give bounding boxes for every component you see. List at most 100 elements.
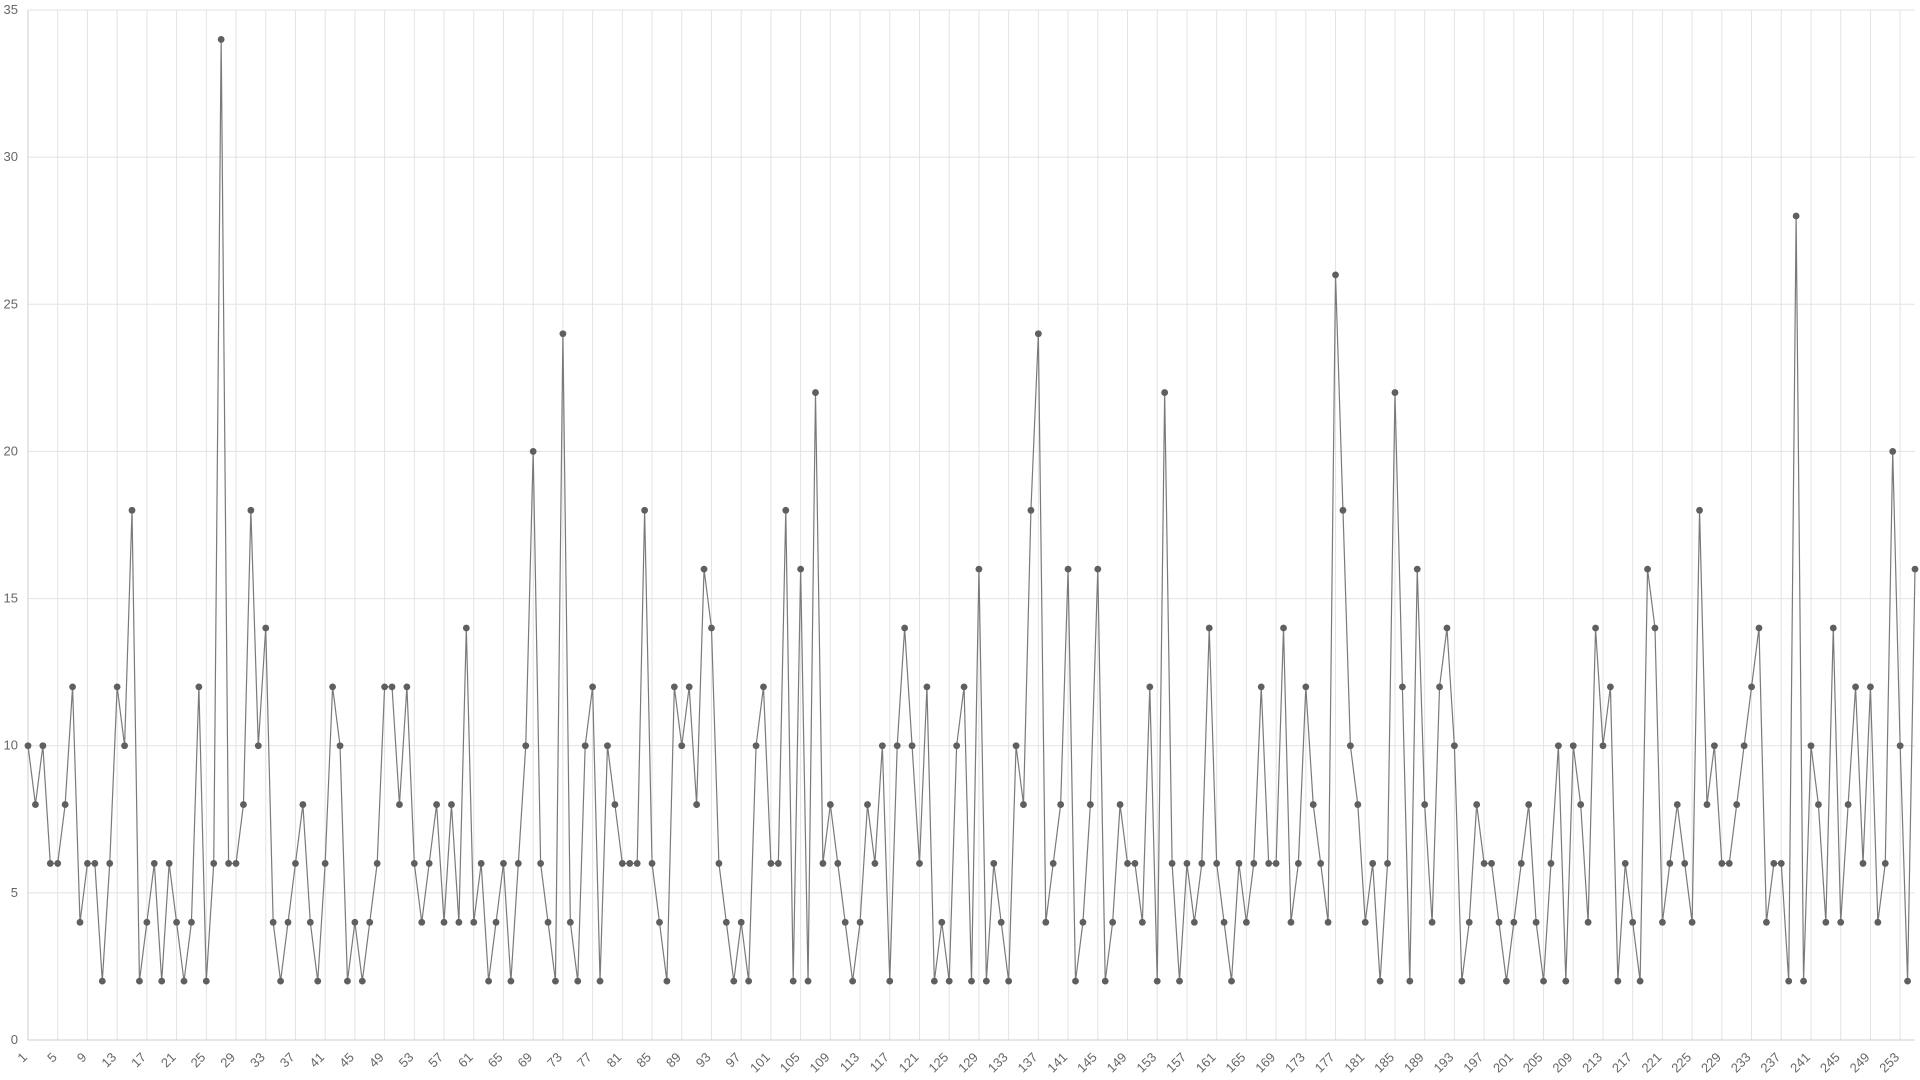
x-tick-label: 113 [837,1050,862,1075]
data-point [1101,977,1109,985]
data-point [1034,330,1042,338]
x-tick-label: 229 [1698,1050,1724,1076]
data-point [886,977,894,985]
y-tick-label: 5 [11,885,18,900]
data-point [299,801,307,808]
x-tick-label: 225 [1668,1050,1694,1076]
data-point [128,506,136,514]
x-tick-label: 81 [604,1050,625,1071]
data-point [990,860,998,867]
data-point [789,977,797,985]
data-point [477,860,485,867]
data-point [953,742,961,750]
data-point [69,683,76,691]
data-point [1272,860,1280,867]
data-point [871,860,879,867]
data-point [522,742,530,750]
data-point [982,977,990,985]
data-point [596,977,604,985]
x-tick-label: 137 [1015,1050,1041,1076]
x-tick-label: 221 [1639,1050,1665,1076]
data-point [1064,565,1072,573]
data-point [1280,624,1287,632]
data-point [1309,801,1317,808]
data-point [1042,918,1050,926]
x-tick-label: 53 [396,1050,417,1071]
data-point [507,977,515,985]
data-point [1443,624,1451,632]
data-point [1339,506,1347,514]
data-point [1792,212,1800,220]
data-point [54,860,62,867]
data-point [1235,860,1243,867]
data-point [321,860,329,867]
data-point [552,977,559,985]
x-tick-label: 101 [747,1050,773,1076]
data-point [715,860,723,867]
data-point [745,977,753,985]
data-point [1718,860,1726,867]
data-point [1242,918,1250,926]
data-point [797,565,805,573]
data-point [1644,565,1651,573]
data-point [997,918,1005,926]
y-axis-tick-labels: 0 5 10 15 20 25 30 35 [4,2,18,1047]
data-point [1436,683,1443,691]
x-tick-label: 57 [425,1050,446,1071]
data-point [1354,801,1362,808]
data-point [1161,389,1169,396]
y-tick-label: 25 [4,296,18,311]
data-point [774,860,782,867]
data-point [84,860,91,867]
y-tick-label: 35 [4,2,18,17]
data-point [1740,742,1748,750]
x-tick-label: 201 [1490,1050,1516,1076]
data-point [618,860,626,867]
data-point [1153,977,1161,985]
data-point [1332,271,1339,279]
x-tick-label: 69 [514,1050,535,1071]
data-point [1748,683,1755,691]
data-point [1413,565,1421,573]
data-point [1547,860,1555,867]
data-point [1183,860,1191,867]
data-point [284,918,292,926]
data-point [1012,742,1020,750]
data-point [39,742,47,750]
data-point [1287,918,1295,926]
x-tick-label: 237 [1757,1050,1783,1076]
y-gridlines [28,9,1915,1041]
data-point [1807,742,1815,750]
x-tick-label: 5 [44,1050,60,1066]
x-tick-label: 85 [633,1050,654,1071]
data-point [1517,860,1525,867]
data-point [812,389,819,396]
data-point [1458,977,1466,985]
data-point [1584,918,1592,926]
data-point [1711,742,1718,750]
data-point [1094,565,1102,573]
data-points [24,36,1919,985]
data-point [566,918,574,926]
x-gridlines [27,10,1901,1040]
data-point [849,977,857,985]
data-point [782,506,790,514]
x-tick-label: 37 [277,1050,298,1071]
axes [27,10,1915,1041]
data-point [1398,683,1406,691]
data-point [1146,683,1154,691]
data-point [722,918,730,926]
x-tick-label: 245 [1817,1050,1843,1076]
x-tick-label: 49 [366,1050,387,1071]
data-point [1763,918,1770,926]
data-point [611,801,619,808]
data-point [500,860,507,867]
x-tick-label: 9 [74,1050,90,1066]
data-point [254,742,262,750]
data-point [1844,801,1852,808]
data-point [975,565,983,573]
data-point [240,801,247,808]
data-point [1562,977,1570,985]
y-tick-label: 15 [4,591,18,606]
data-point [1495,918,1503,926]
